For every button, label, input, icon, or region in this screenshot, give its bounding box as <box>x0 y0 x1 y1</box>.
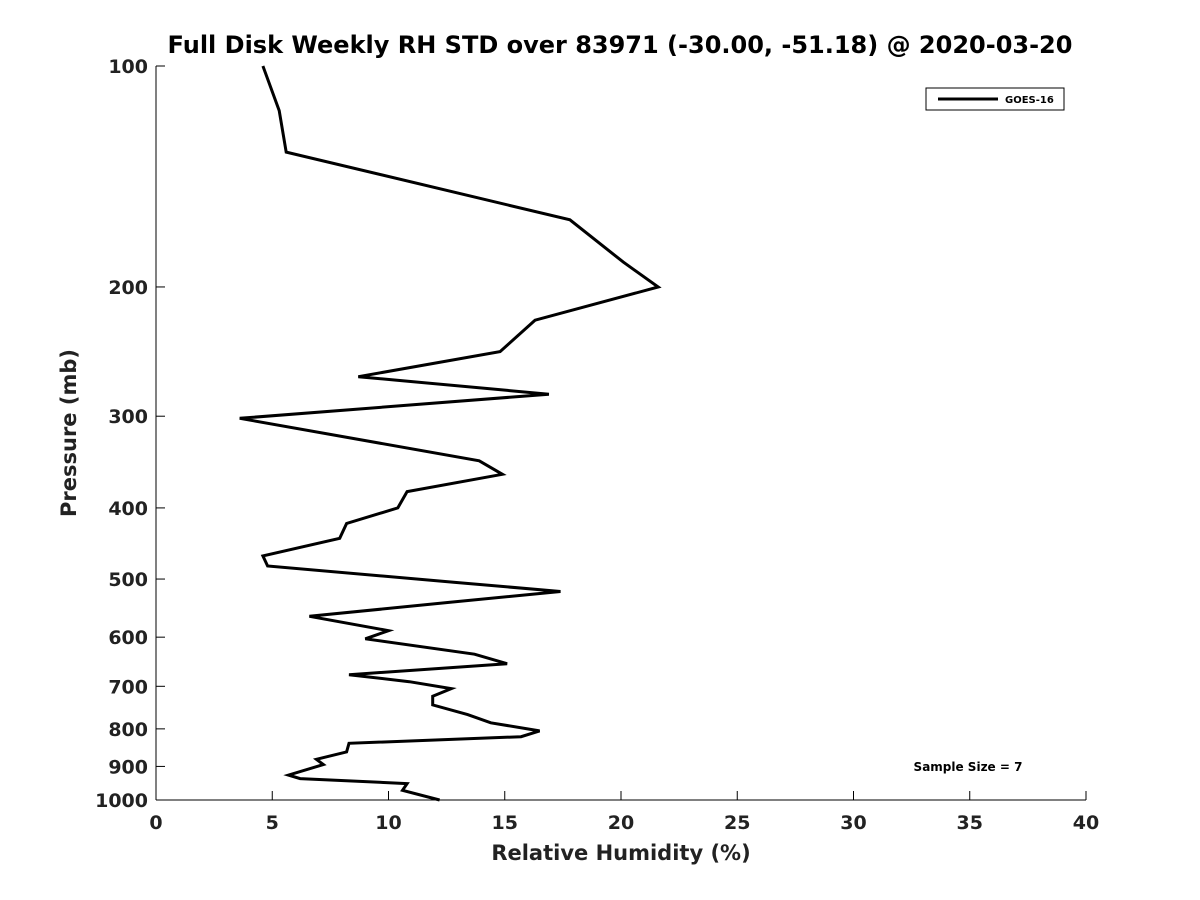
y-axis-label: Pressure (mb) <box>57 349 81 517</box>
x-tick-label: 0 <box>149 812 162 834</box>
y-tick-label: 400 <box>108 498 148 520</box>
y-tick-label: 600 <box>108 627 148 649</box>
y-tick-label: 200 <box>108 277 148 299</box>
x-tick-label: 30 <box>840 812 866 834</box>
y-tick-label: 100 <box>108 56 148 78</box>
y-ticks: 100 200 300 400 500 600 700 800 900 1000 <box>95 56 165 812</box>
x-ticks: 0 5 10 15 20 25 30 35 40 <box>149 791 1099 834</box>
y-tick-label: 500 <box>108 569 148 591</box>
axes <box>155 66 1086 801</box>
y-tick-label: 700 <box>108 676 148 698</box>
y-tick-label: 800 <box>108 719 148 741</box>
x-tick-label: 20 <box>608 812 634 834</box>
y-tick-label: 900 <box>108 756 148 778</box>
x-tick-label: 5 <box>266 812 279 834</box>
series-line-goes-16 <box>239 65 662 802</box>
legend-entry-goes-16: GOES-16 <box>1005 95 1054 106</box>
x-tick-label: 10 <box>375 812 401 834</box>
x-tick-label: 25 <box>724 812 750 834</box>
x-tick-label: 35 <box>957 812 983 834</box>
y-tick-label: 1000 <box>95 790 148 812</box>
x-tick-label: 15 <box>492 812 518 834</box>
x-tick-label: 40 <box>1073 812 1099 834</box>
y-tick-label: 300 <box>108 406 148 428</box>
chart-title: Full Disk Weekly RH STD over 83971 (-30.… <box>168 31 1073 59</box>
sample-size-annotation: Sample Size = 7 <box>914 760 1023 774</box>
legend: GOES-16 <box>925 87 1065 111</box>
x-axis-label: Relative Humidity (%) <box>491 841 750 865</box>
